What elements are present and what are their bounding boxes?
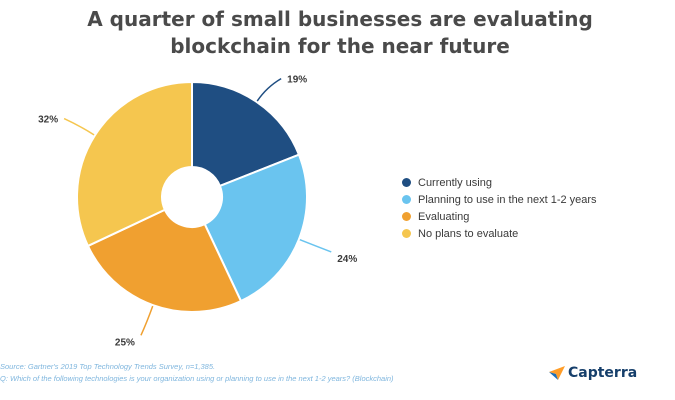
- chart-footer: Source: Gartner's 2019 Top Technology Tr…: [0, 361, 394, 385]
- legend-label-no-plans: No plans to evaluate: [418, 227, 519, 240]
- legend-item-planning: Planning to use in the next 1-2 years: [402, 191, 597, 208]
- slice-currently-using: [191, 80, 301, 188]
- chart-title-line-1: A quarter of small businesses are evalua…: [87, 7, 593, 31]
- data-label-planning: 24%: [337, 254, 357, 265]
- legend-label-currently-using: Currently using: [418, 176, 492, 189]
- leader-line-no-plans: [63, 117, 95, 136]
- data-label-currently-using: 19%: [287, 75, 307, 86]
- question-note: Q: Which of the following technologies i…: [0, 374, 394, 383]
- legend-swatch-currently-using: [402, 178, 411, 187]
- legend-label-evaluating: Evaluating: [418, 210, 470, 223]
- legend-item-currently-using: Currently using: [402, 174, 597, 191]
- data-label-no-plans: 32%: [38, 115, 58, 126]
- source-note: Source: Gartner's 2019 Top Technology Tr…: [0, 362, 216, 371]
- leader-line-planning: [299, 239, 332, 253]
- data-label-evaluating: 25%: [115, 337, 135, 348]
- legend-label-planning: Planning to use in the next 1-2 years: [418, 193, 597, 206]
- leader-line-currently-using: [256, 77, 282, 102]
- legend-item-no-plans: No plans to evaluate: [402, 225, 597, 242]
- chart-title-line-2: blockchain for the near future: [170, 34, 510, 58]
- legend-swatch-no-plans: [402, 229, 411, 238]
- capterra-logo: Capterra: [549, 365, 637, 381]
- legend-swatch-evaluating: [402, 212, 411, 221]
- legend-swatch-planning: [402, 195, 411, 204]
- chart-legend: Currently using Planning to use in the n…: [402, 174, 597, 242]
- capterra-arrow-icon: [549, 366, 565, 380]
- slice-no-plans: [76, 80, 193, 248]
- leader-line-evaluating: [140, 305, 154, 336]
- chart-title: A quarter of small businesses are evalua…: [40, 6, 640, 60]
- capterra-wordmark: Capterra: [568, 365, 638, 381]
- slice-evaluating: [86, 208, 243, 313]
- slice-planning: [203, 153, 308, 303]
- legend-item-evaluating: Evaluating: [402, 208, 597, 225]
